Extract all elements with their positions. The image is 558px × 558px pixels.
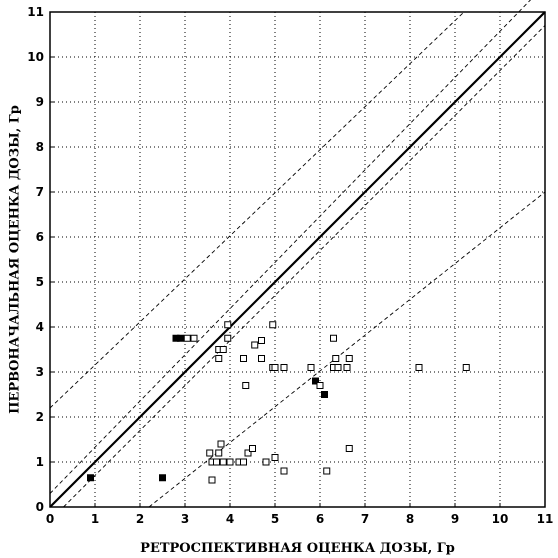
dashed-reference-line	[63, 25, 546, 508]
open-square-point	[224, 321, 232, 329]
open-square-point	[244, 449, 252, 457]
open-square-point	[345, 445, 353, 452]
open-square-point	[217, 440, 225, 448]
open-square-point	[332, 355, 340, 362]
open-square-point	[190, 334, 198, 342]
open-square-point	[219, 458, 227, 466]
identity-line	[49, 11, 546, 508]
open-square-point	[183, 334, 191, 342]
open-square-point	[215, 449, 223, 457]
x-tick-label: 0	[46, 512, 54, 526]
filled-square-point	[321, 391, 328, 398]
filled-square-point	[87, 474, 94, 482]
y-tick-label: 6	[36, 230, 44, 244]
y-axis-ticks: 0 1 2 3 4 5 6 7 8 9 10 11	[27, 5, 54, 514]
dashed-reference-line	[49, 11, 465, 409]
plot-frame	[49, 11, 546, 508]
data-points	[87, 321, 470, 484]
y-tick-label: 4	[36, 320, 44, 334]
y-tick-label: 8	[36, 140, 44, 154]
x-tick-label: 10	[492, 512, 509, 526]
x-tick-label: 5	[271, 512, 279, 526]
y-tick-label: 1	[36, 455, 44, 469]
open-square-point	[242, 382, 250, 389]
filled-square-point	[159, 474, 166, 482]
filled-square-point	[312, 377, 319, 385]
x-tick-label: 2	[136, 512, 144, 526]
open-square-point	[307, 364, 315, 371]
open-square-point	[208, 476, 216, 484]
open-square-point	[249, 445, 256, 452]
y-tick-label: 7	[36, 185, 44, 199]
y-tick-label: 10	[27, 50, 44, 64]
open-square-point	[219, 346, 227, 353]
open-square-point	[323, 467, 331, 475]
x-tick-label: 11	[537, 512, 554, 526]
y-axis-label: ПЕРВОНАЧАЛЬНАЯ ОЦЕНКА ДОЗЫ, Гр	[8, 105, 23, 414]
y-tick-label: 3	[36, 365, 44, 379]
open-square-point	[206, 449, 214, 457]
open-square-point	[280, 364, 288, 371]
dashed-reference-line	[148, 191, 546, 508]
open-square-point	[462, 364, 470, 371]
y-tick-label: 0	[36, 500, 44, 514]
open-square-point	[343, 364, 351, 371]
x-tick-label: 9	[451, 512, 459, 526]
open-square-point	[330, 334, 337, 342]
open-square-point	[226, 458, 234, 466]
open-square-point	[215, 355, 223, 362]
open-square-point	[280, 467, 288, 475]
open-square-point	[415, 364, 423, 371]
y-tick-label: 2	[36, 410, 44, 424]
open-square-point	[240, 355, 247, 362]
x-tick-label: 6	[316, 512, 324, 526]
filled-square-point	[177, 334, 184, 342]
open-square-point	[271, 364, 279, 371]
open-square-point	[345, 355, 353, 362]
reference-lines	[49, 0, 546, 508]
open-square-point	[251, 341, 259, 349]
x-tick-label: 8	[406, 512, 414, 526]
open-square-point	[224, 334, 232, 342]
x-tick-label: 4	[226, 512, 234, 526]
open-square-point	[269, 321, 277, 329]
open-square-point	[271, 454, 279, 461]
open-square-point	[316, 382, 324, 389]
dashed-reference-line	[49, 0, 532, 494]
x-axis-ticks: 0 1 2 3 4 5 6 7 8 9 10 11	[46, 503, 554, 526]
grid-lines	[50, 12, 545, 507]
open-square-point	[240, 458, 247, 466]
open-square-point	[258, 355, 265, 362]
open-square-point	[258, 337, 265, 344]
x-tick-label: 7	[361, 512, 369, 526]
open-square-point	[262, 458, 270, 466]
y-tick-label: 11	[27, 5, 44, 19]
y-tick-label: 9	[36, 95, 44, 109]
open-square-point	[334, 364, 342, 371]
x-tick-label: 1	[91, 512, 99, 526]
y-tick-label: 5	[36, 275, 44, 289]
open-square-point	[213, 458, 220, 466]
x-axis-label: РЕТРОСПЕКТИВНАЯ ОЦЕНКА ДОЗЫ, Гр	[140, 541, 455, 556]
x-tick-label: 3	[181, 512, 189, 526]
